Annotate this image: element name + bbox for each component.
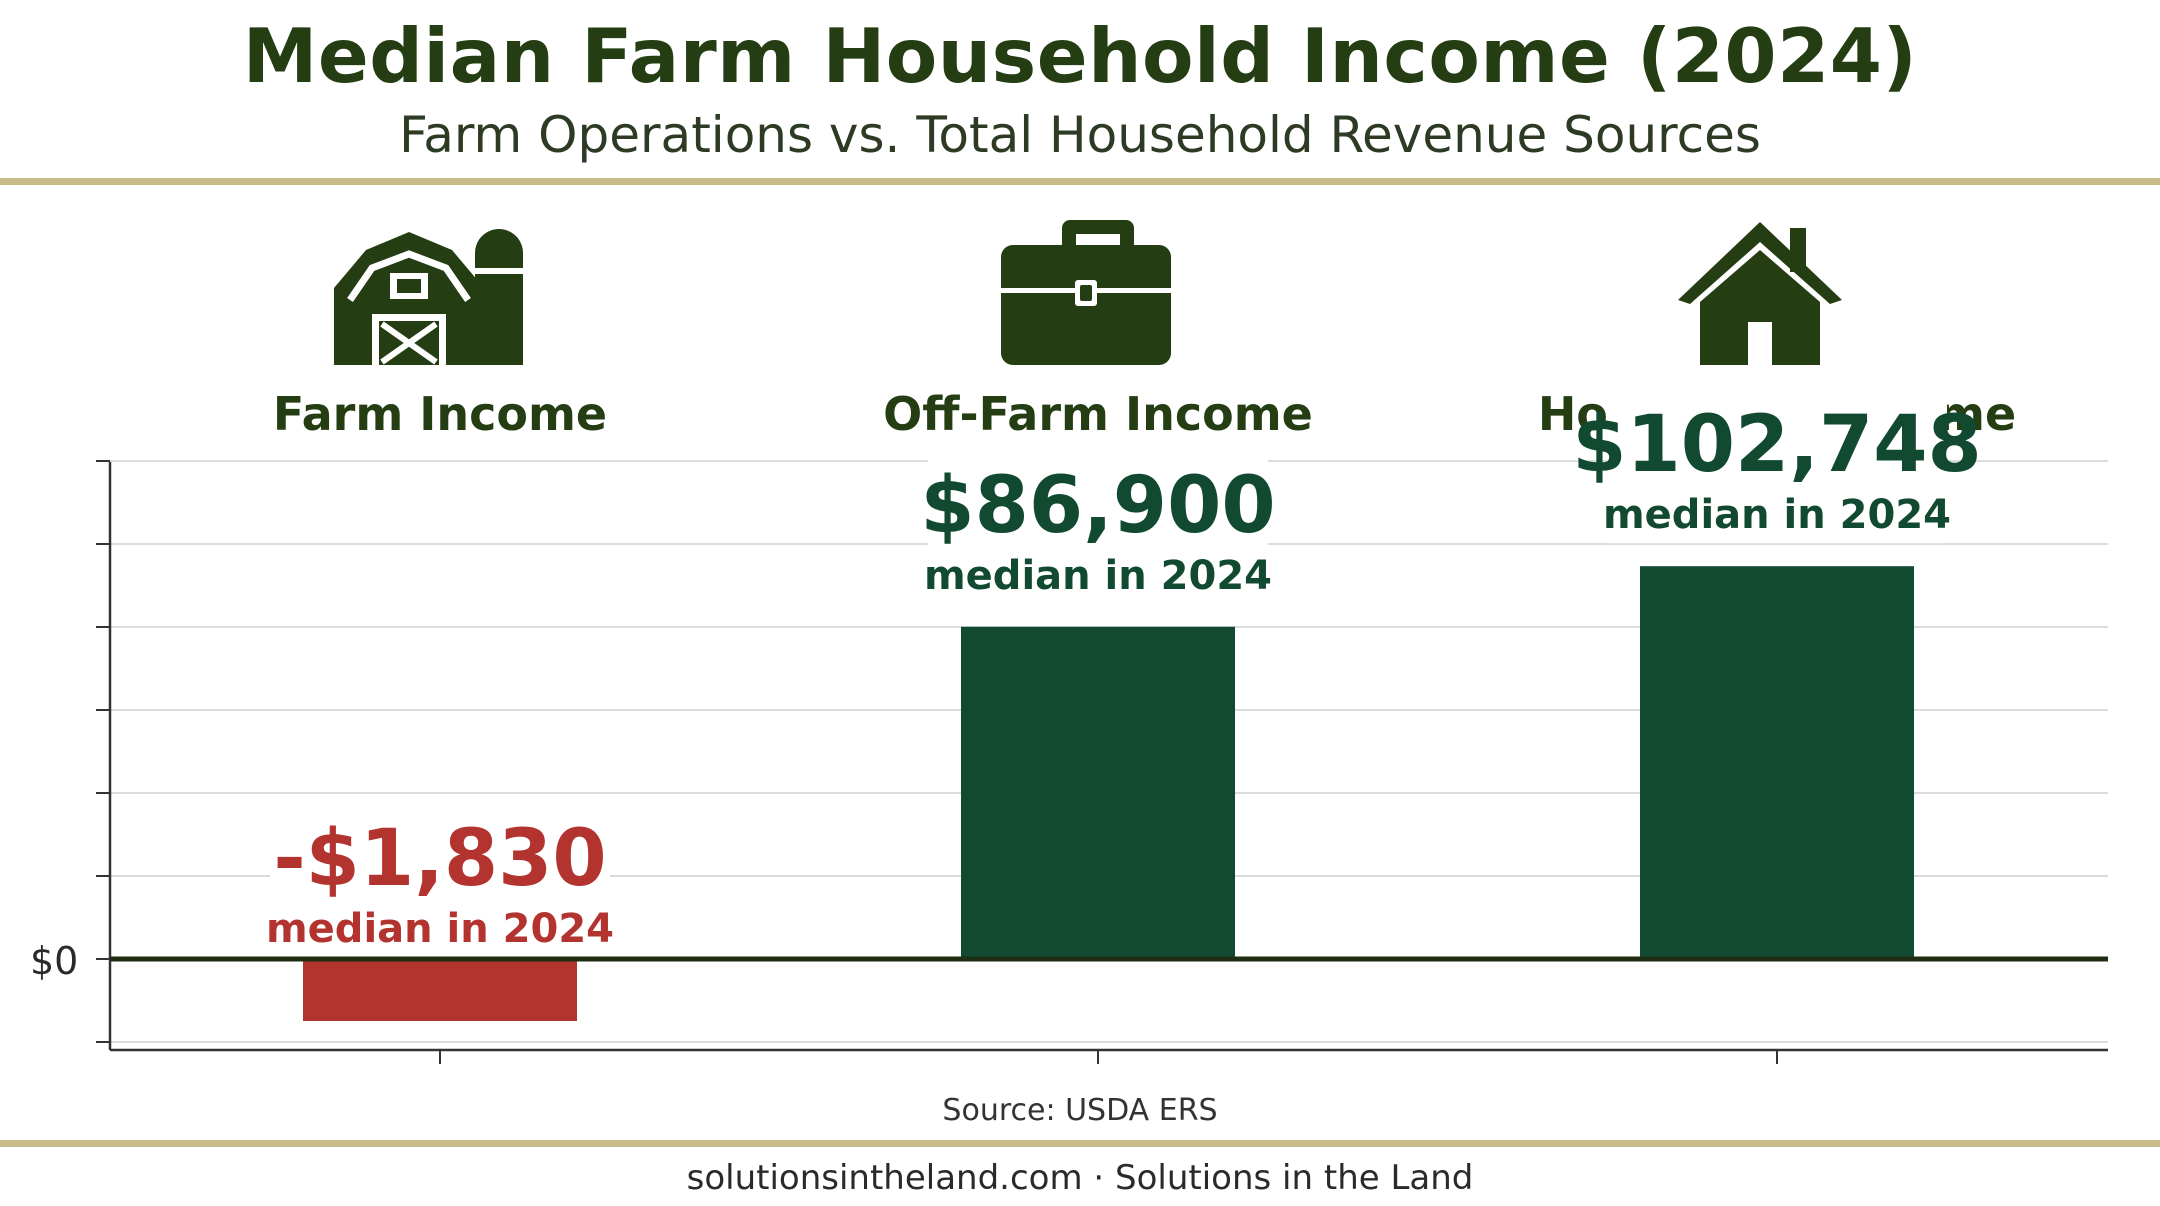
briefcase-clasp-inner (1080, 285, 1092, 301)
bar (303, 959, 577, 1021)
house-roof (1678, 222, 1842, 304)
source-note: Source: USDA ERS (942, 1093, 1218, 1128)
house-body (1700, 250, 1820, 365)
bar (1640, 566, 1914, 959)
bottom-divider (0, 1140, 2160, 1147)
silo-band (470, 268, 528, 274)
y-tick-label: $0 (30, 939, 78, 983)
chart-title: Median Farm Household Income (2024) (242, 12, 1918, 100)
value-sublabel: median in 2024 (1603, 492, 1951, 538)
barn-silo-icon (334, 229, 528, 365)
briefcase-icon (1001, 220, 1171, 365)
label-background (1607, 393, 1947, 544)
value-sublabel: median in 2024 (924, 553, 1272, 599)
label-background (270, 807, 610, 957)
briefcase-handle (1062, 220, 1134, 247)
value-label: $102,748 (1572, 400, 1982, 490)
value-label: $86,900 (920, 461, 1275, 551)
barn-window-pane (397, 279, 421, 293)
value-sublabel: median in 2024 (266, 906, 614, 952)
label-background (928, 453, 1268, 604)
chart-subtitle: Farm Operations vs. Total Household Reve… (399, 106, 1761, 164)
silo-shape (475, 229, 523, 365)
barn-roof-line (347, 250, 471, 302)
top-divider (0, 178, 2160, 185)
category-label: Farm Income (273, 387, 607, 441)
barn-door-cross (380, 321, 438, 365)
value-label: -$1,830 (273, 814, 606, 904)
bar (961, 626, 1235, 959)
footer-credit: solutionsintheland.com · Solutions in th… (686, 1158, 1474, 1198)
category-label: Off-Farm Income (883, 387, 1313, 441)
house-icon (1678, 222, 1842, 365)
